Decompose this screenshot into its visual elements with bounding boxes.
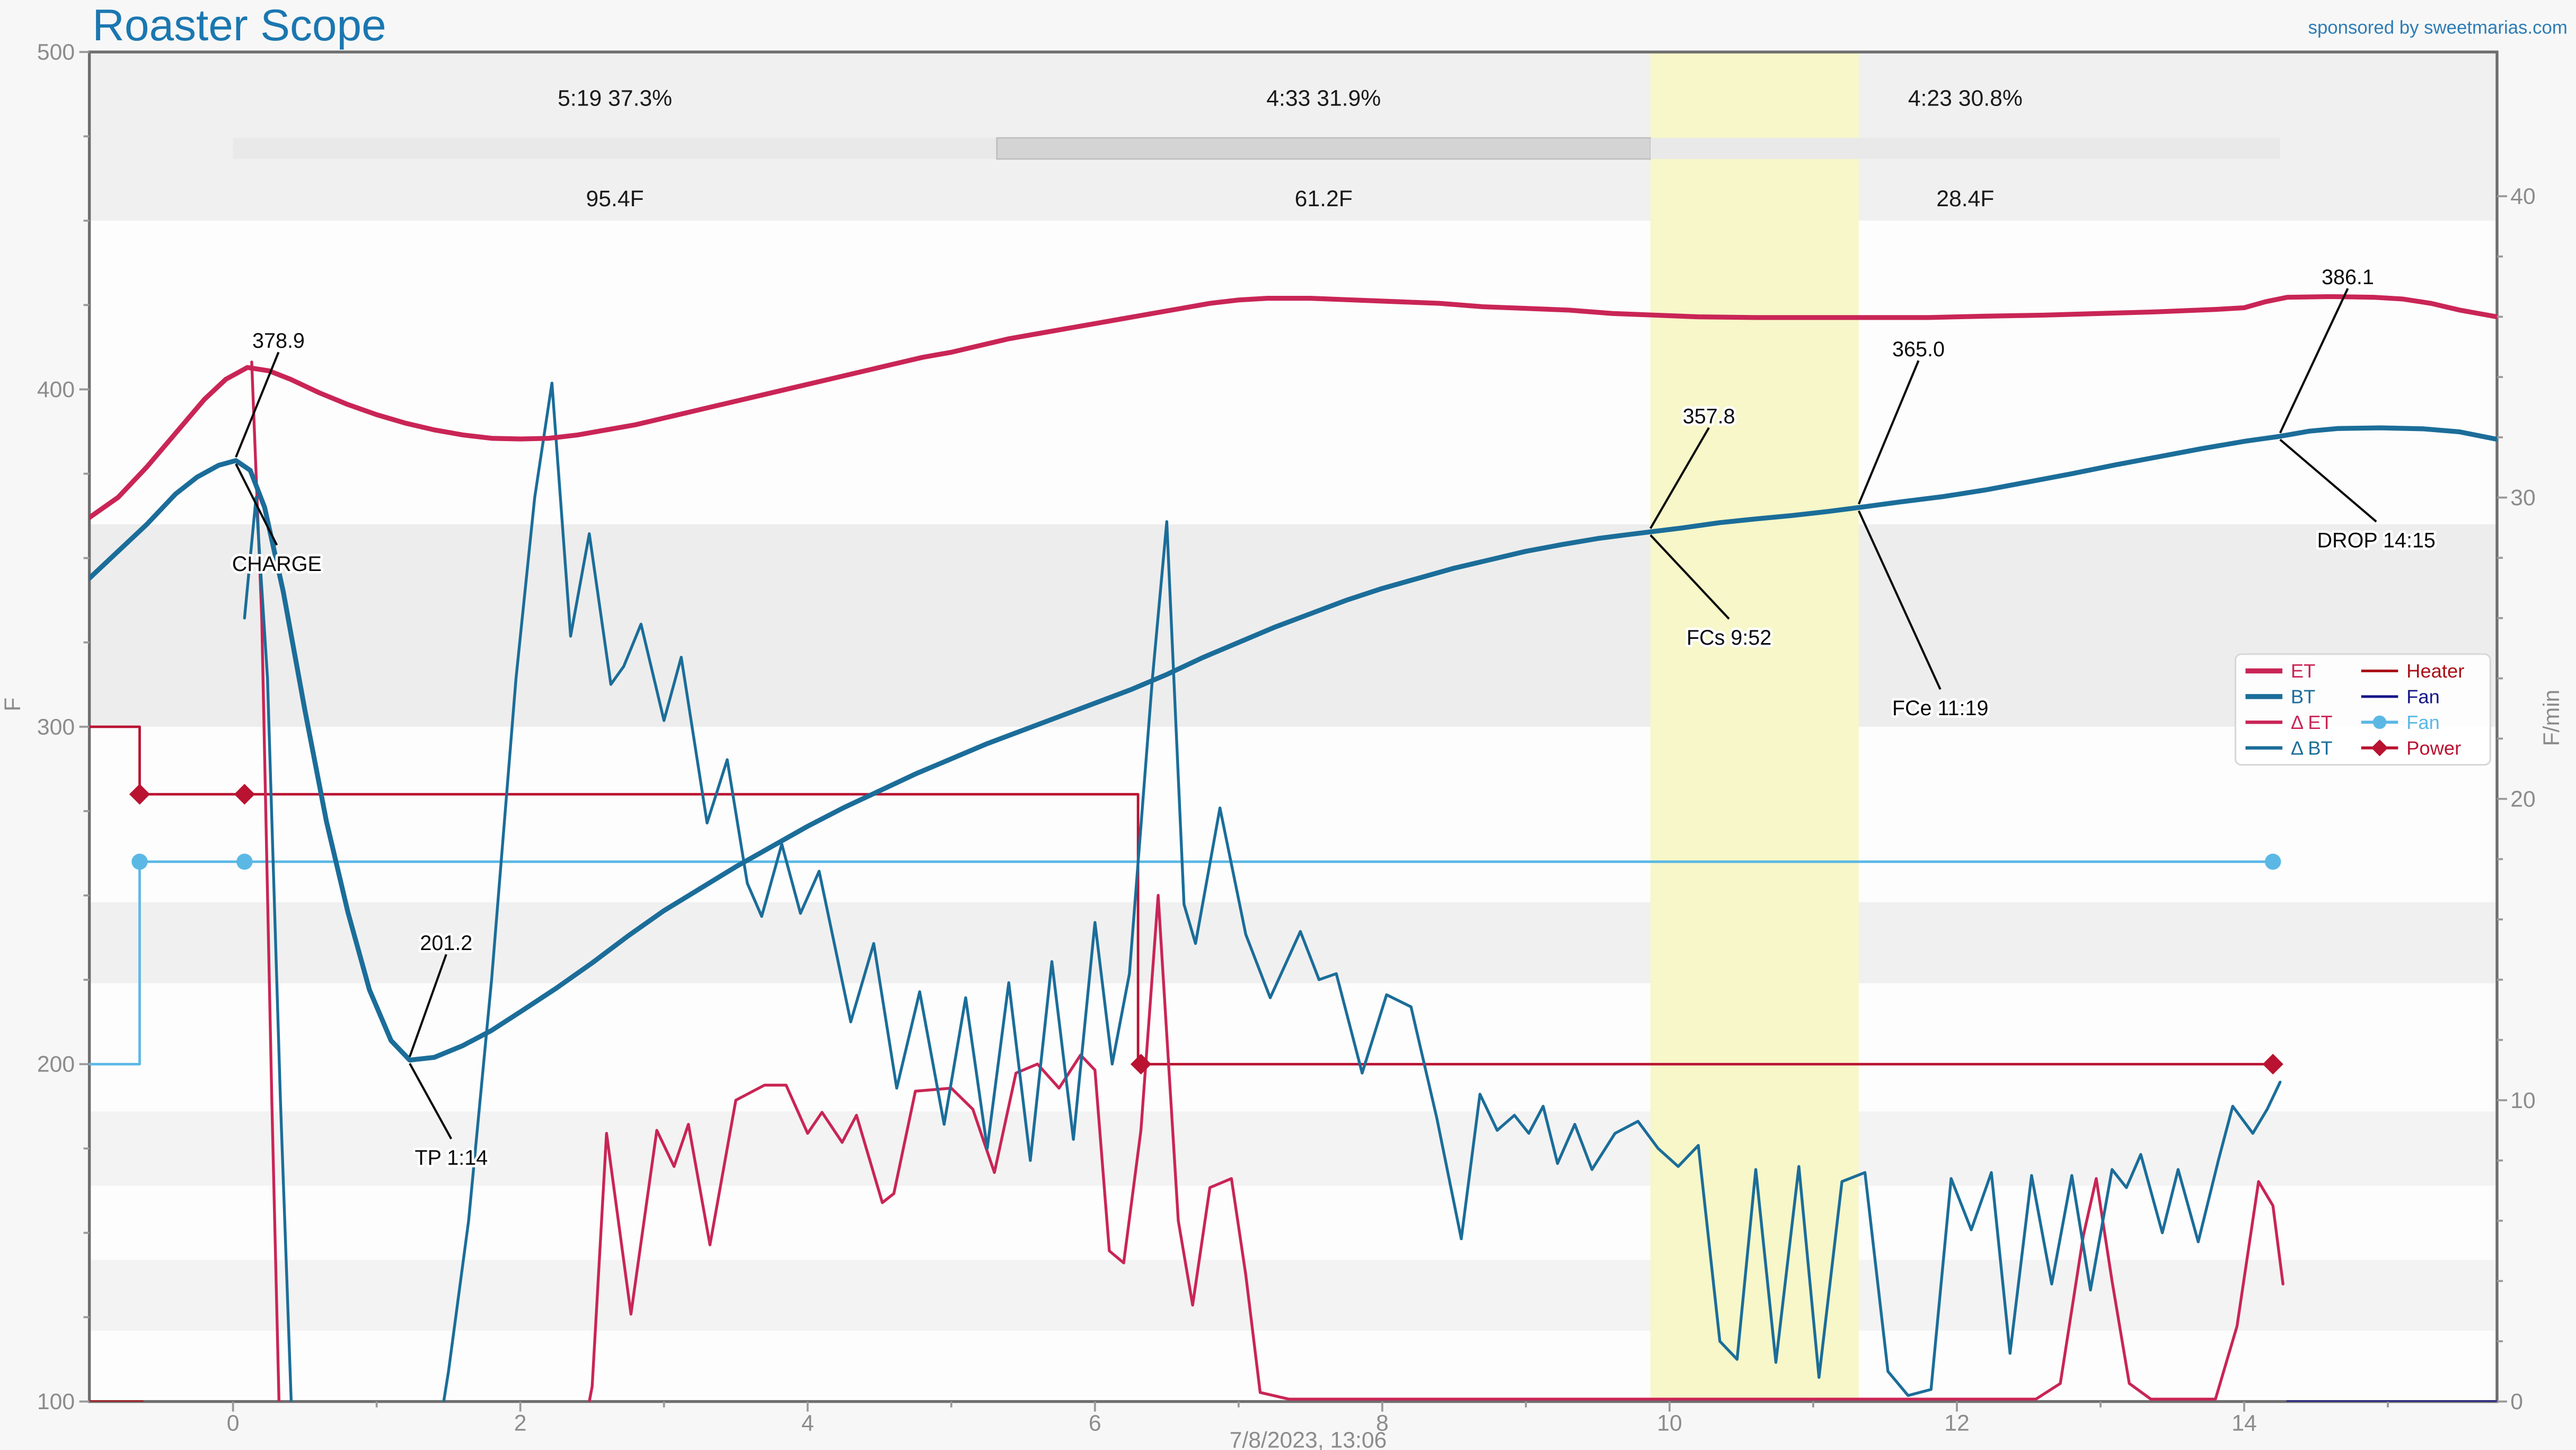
- legend-circle-marker: [2372, 715, 2387, 729]
- y-left-tick-label: 200: [37, 1052, 75, 1077]
- series-ΔBT: [243, 381, 2282, 1402]
- annotation-leader-line: [1649, 427, 1710, 529]
- x-tick-label: 8: [1376, 1411, 1389, 1436]
- annotation-leader-line: [235, 351, 280, 458]
- legend-box: [2234, 653, 2491, 766]
- plot-stripe: [89, 902, 2498, 983]
- y-right-tick-label: 20: [2510, 786, 2535, 812]
- annotation-fcs-9-52: FCs 9:52: [1687, 626, 1771, 649]
- x-tick-label: 4: [801, 1411, 814, 1436]
- annotation-leader-line: [235, 463, 278, 546]
- legend-label-Fan: Fan: [2406, 686, 2440, 708]
- series-Fan: [89, 860, 2274, 1066]
- plot-stripe: [89, 52, 2498, 221]
- fan-circle-marker: [131, 854, 148, 870]
- legend-label-ΔET: Δ ET: [2291, 711, 2333, 733]
- power-diamond-marker: [2262, 1053, 2283, 1075]
- annotation-charge: CHARGE: [232, 552, 322, 576]
- legend-label-Power: Power: [2406, 737, 2461, 759]
- legend-label-BT: BT: [2291, 686, 2315, 708]
- sponsor-link[interactable]: sponsored by sweetmarias.com: [2308, 17, 2568, 38]
- x-tick-label: 10: [1657, 1411, 1682, 1436]
- phase-delta-label-3: 28.4F: [1936, 186, 1994, 212]
- annotation-201-2: 201.2: [420, 931, 472, 955]
- annotation-tp-1-14: TP 1:14: [414, 1146, 488, 1170]
- legend-label-Heater: Heater: [2406, 660, 2464, 682]
- x-tick-label: 2: [514, 1411, 527, 1436]
- legend: ET BT Δ ET Δ BT Heater Fan Fan Power: [2234, 653, 2491, 766]
- y-right-tick-label: 30: [2510, 485, 2535, 511]
- page-title: Roaster Scope: [92, 0, 386, 50]
- y-left-tick-label: 300: [37, 714, 75, 740]
- x-tick-label: 6: [1089, 1411, 1101, 1436]
- x-tick-label: 0: [227, 1411, 240, 1436]
- phase-segment-2: [996, 137, 1652, 160]
- first-crack-highlight-band: [1650, 52, 1859, 1402]
- phase-bar: 5:19 37.3% 95.4F 4:33 31.9% 61.2F 4:23 30.8%…: [233, 85, 2280, 212]
- annotation-leader-line: [409, 1062, 453, 1140]
- annotation-drop-14-15: DROP 14:15: [2317, 529, 2436, 552]
- phase-delta-label-1: 95.4F: [586, 186, 644, 212]
- legend-label-ΔBT: Δ BT: [2291, 737, 2333, 759]
- power-diamond-marker: [129, 784, 151, 805]
- annotation-layer: 378.9 CHARGE 201.2 TP 1:14 357.8 FCs 9:52 365.…: [230, 263, 2438, 1172]
- legend-label-ET: ET: [2291, 660, 2315, 682]
- legend-label-Fan: Fan: [2406, 711, 2440, 733]
- x-axis-label: 7/8/2023, 13:06: [1230, 1427, 1387, 1450]
- annotation-leader-line: [2279, 288, 2349, 434]
- y-right-tick-label: 10: [2510, 1088, 2535, 1113]
- annotation-leader-line: [1649, 534, 1730, 620]
- phase-time-label-3: 4:23 30.8%: [1908, 85, 2023, 111]
- y-left-tick-label: 400: [37, 377, 75, 402]
- phase-segment-3: [1650, 138, 2280, 159]
- plot-stripe: [89, 1111, 2498, 1186]
- series-layer: [89, 294, 2498, 1402]
- phase-segment-1: [233, 138, 997, 159]
- y-left-tick-label: 100: [37, 1389, 75, 1414]
- y-right-tick-label: 0: [2510, 1389, 2523, 1414]
- y-left-axis-label: F: [0, 698, 25, 711]
- annotation-357-8: 357.8: [1683, 405, 1735, 428]
- annotation-365-0: 365.0: [1892, 338, 1945, 361]
- legend-diamond-marker: [2371, 739, 2388, 757]
- x-tick-label: 14: [2231, 1411, 2256, 1436]
- annotation-leader-line: [2279, 438, 2377, 523]
- y-right-tick-label: 40: [2510, 184, 2535, 209]
- series-Power: [89, 725, 2282, 1066]
- phase-time-label-2: 4:33 31.9%: [1266, 85, 1381, 111]
- phase-time-label-1: 5:19 37.3%: [558, 85, 672, 111]
- annotation-fce-11-19: FCe 11:19: [1892, 697, 1989, 720]
- annotation-378-9: 378.9: [252, 329, 305, 353]
- plot-stripe: [89, 524, 2498, 727]
- fan-circle-marker: [236, 854, 253, 870]
- series-BT: [89, 425, 2498, 1063]
- x-tick-label: 12: [1944, 1411, 1969, 1436]
- y-left-tick-label: 500: [37, 40, 75, 65]
- y-right-axis-label: F/min: [2539, 690, 2564, 746]
- annotation-leader-line: [1857, 360, 1920, 505]
- power-diamond-marker: [1130, 1053, 1152, 1075]
- highlight-band-layer: [1650, 52, 1859, 1402]
- plot-background: [89, 52, 2498, 1402]
- phase-delta-label-2: 61.2F: [1295, 186, 1353, 212]
- annotation-386-1: 386.1: [2322, 266, 2374, 289]
- series-ΔET: [250, 361, 2284, 1402]
- series-ET: [89, 294, 2498, 520]
- plot-stripe: [89, 1260, 2498, 1331]
- annotation-leader-line: [1857, 510, 1942, 690]
- fan-circle-marker: [2265, 854, 2281, 870]
- annotation-leader-line: [409, 954, 447, 1057]
